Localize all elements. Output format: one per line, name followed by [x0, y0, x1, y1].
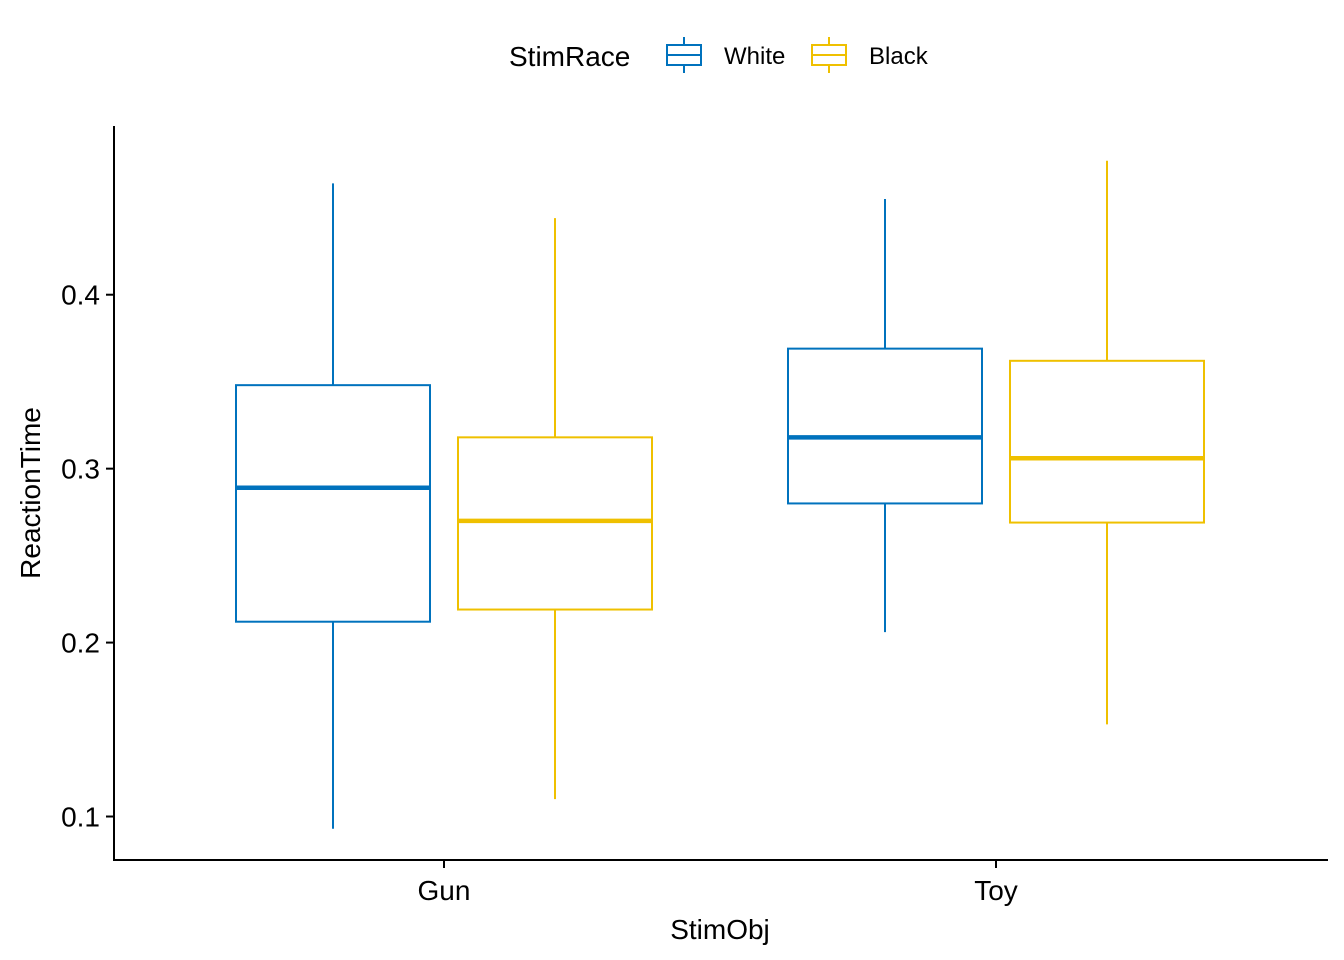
- legend-label-white: White: [724, 43, 785, 70]
- legend-label-black: Black: [869, 43, 929, 70]
- legend-key-white: [666, 37, 702, 73]
- box-body: [235, 384, 431, 623]
- x-tick-label-toy: Toy: [974, 875, 1018, 906]
- y-axis-label: ReactionTime: [15, 407, 46, 579]
- y-tick-label: 0.2: [61, 628, 100, 659]
- box-body: [787, 347, 983, 505]
- legend: StimRace White Black: [509, 37, 929, 73]
- box-body: [1009, 359, 1205, 524]
- box-black-toy: [1009, 160, 1205, 725]
- box-white-gun: [235, 183, 431, 829]
- box-white-toy: [787, 199, 983, 633]
- x-axis-label: StimObj: [670, 914, 770, 945]
- x-tick-label-gun: Gun: [418, 875, 471, 906]
- y-tick-label: 0.3: [61, 454, 100, 485]
- y-axis-ticks: 0.1 0.2 0.3 0.4: [61, 280, 114, 833]
- y-tick-label: 0.4: [61, 280, 100, 311]
- legend-title: StimRace: [509, 41, 630, 72]
- legend-key-black: [811, 37, 847, 73]
- x-axis-ticks: Gun Toy: [418, 860, 1018, 906]
- box-black-gun: [457, 218, 653, 800]
- y-tick-label: 0.1: [61, 802, 100, 833]
- box-series: [235, 160, 1205, 829]
- box-body: [457, 436, 653, 611]
